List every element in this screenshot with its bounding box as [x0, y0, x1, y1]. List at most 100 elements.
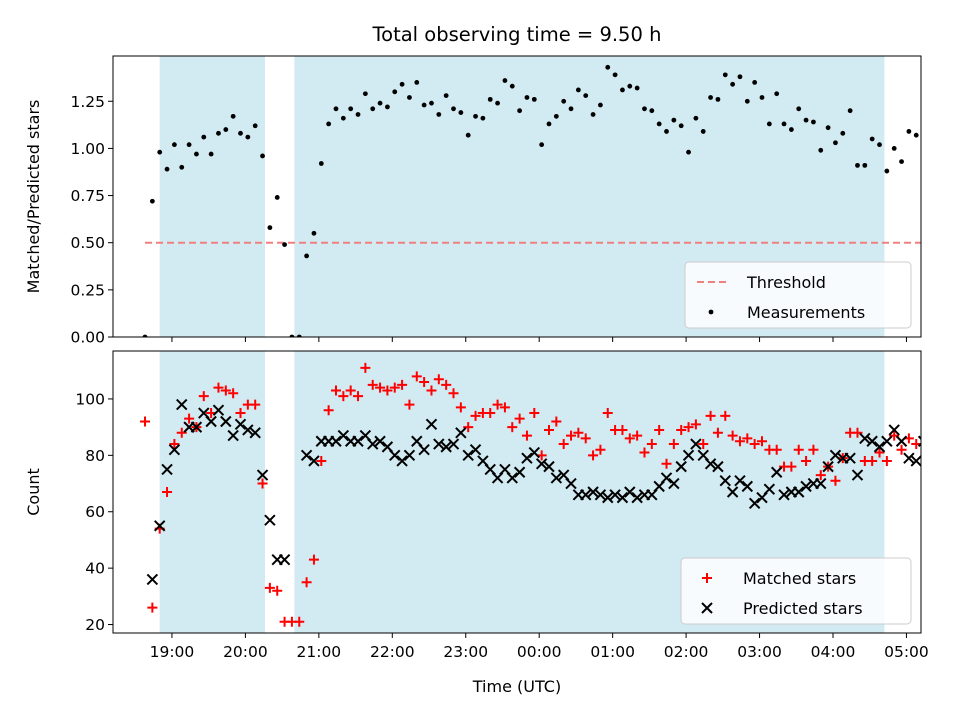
- measurement-point: [678, 123, 684, 129]
- matched-point: [720, 410, 731, 421]
- x-tick-label: 20:00: [223, 643, 268, 661]
- matched-point: [756, 436, 767, 447]
- x-tick-label: 21:00: [297, 643, 342, 661]
- y-tick-label: 0.25: [70, 281, 105, 299]
- matched-point: [492, 399, 503, 410]
- y-tick-label: 0.50: [70, 234, 105, 252]
- x-tick-label: 22:00: [370, 643, 415, 661]
- predicted-point: [748, 497, 761, 509]
- measurement-point: [296, 334, 302, 337]
- matched-point: [712, 427, 723, 438]
- matched-point: [551, 416, 562, 427]
- matched-point: [705, 410, 716, 421]
- matched-point: [602, 408, 613, 419]
- measurement-point: [612, 72, 618, 78]
- x-axis-label: Time (UTC): [472, 677, 561, 696]
- predicted-point: [330, 435, 342, 447]
- measurement-point: [245, 134, 251, 140]
- series-measurements: [142, 64, 919, 337]
- measurement-point: [671, 117, 677, 123]
- measurement-point: [546, 121, 552, 127]
- measurement-point: [634, 85, 640, 91]
- predicted-point: [565, 477, 577, 490]
- measurement-point: [289, 334, 295, 337]
- predicted-point: [587, 486, 599, 498]
- matched-point: [896, 444, 907, 455]
- predicted-point: [550, 472, 563, 484]
- matched-point: [881, 455, 892, 466]
- matched-point: [426, 385, 437, 396]
- matched-point: [639, 447, 650, 458]
- measurement-point: [788, 127, 794, 132]
- measurement-point: [539, 142, 545, 148]
- matched-point: [595, 444, 606, 455]
- predicted-point: [433, 438, 445, 450]
- predicted-point: [513, 466, 526, 478]
- matched-point: [198, 391, 209, 402]
- measurement-point: [473, 113, 478, 119]
- matched-point: [294, 616, 305, 627]
- matched-point: [463, 422, 474, 433]
- matched-point: [375, 382, 386, 393]
- matched-point: [176, 427, 187, 438]
- plot-frame: [112, 55, 922, 338]
- measurement-point: [568, 106, 574, 112]
- predicted-point: [903, 452, 915, 464]
- y-tick-label: 1.00: [70, 140, 105, 158]
- predicted-point: [264, 514, 276, 526]
- measurement-point: [436, 112, 442, 117]
- matched-point: [580, 433, 591, 444]
- measurement-point: [686, 149, 691, 155]
- predicted-point: [917, 435, 921, 447]
- predicted-point: [668, 477, 680, 490]
- matched-point: [162, 487, 173, 497]
- predicted-point: [176, 398, 188, 411]
- measurement-point: [458, 110, 464, 115]
- measurement-point: [766, 121, 772, 127]
- measurement-point: [377, 100, 383, 106]
- predicted-point: [624, 486, 636, 498]
- predicted-point: [734, 475, 746, 487]
- matched-point: [470, 410, 481, 421]
- y-tick-label: 80: [85, 447, 105, 465]
- legend-label: Matched stars: [743, 569, 856, 588]
- predicted-point: [719, 475, 731, 487]
- matched-point: [727, 430, 738, 441]
- measurement-point: [722, 72, 728, 78]
- measurement-point: [149, 198, 155, 204]
- measurement-point: [223, 127, 229, 132]
- measurement-point: [252, 123, 258, 129]
- measurement-point: [385, 104, 390, 110]
- measurement-point: [326, 121, 332, 127]
- legend: Threshold Measurements: [684, 261, 912, 329]
- matched-point: [353, 391, 364, 402]
- matched-point: [257, 478, 268, 489]
- measurement-point: [833, 140, 838, 146]
- measurement-point: [171, 142, 177, 148]
- y-tick-label: 40: [85, 560, 105, 578]
- matched-point: [330, 385, 341, 396]
- measurement-point: [267, 225, 273, 231]
- matched-point: [874, 447, 885, 458]
- predicted-point: [462, 449, 474, 462]
- measurement-point: [575, 87, 581, 93]
- measurement-point: [142, 334, 148, 337]
- predicted-point: [234, 418, 247, 431]
- matched-point: [316, 455, 327, 466]
- matched-point: [228, 388, 239, 399]
- matched-point: [404, 399, 415, 410]
- matched-point: [646, 439, 657, 450]
- matched-point: [184, 413, 195, 424]
- matched-point: [771, 444, 782, 455]
- predicted-point: [888, 424, 900, 436]
- predicted-point: [205, 415, 217, 428]
- x-tick-label: 23:00: [443, 643, 488, 661]
- predicted-point: [227, 429, 239, 442]
- predicted-point: [440, 441, 452, 453]
- predicted-point: [763, 483, 776, 495]
- measurement-point: [796, 106, 802, 112]
- measurement-point: [238, 130, 243, 136]
- measurement-point: [803, 117, 809, 123]
- predicted-point: [616, 491, 629, 504]
- predicted-point: [793, 486, 805, 498]
